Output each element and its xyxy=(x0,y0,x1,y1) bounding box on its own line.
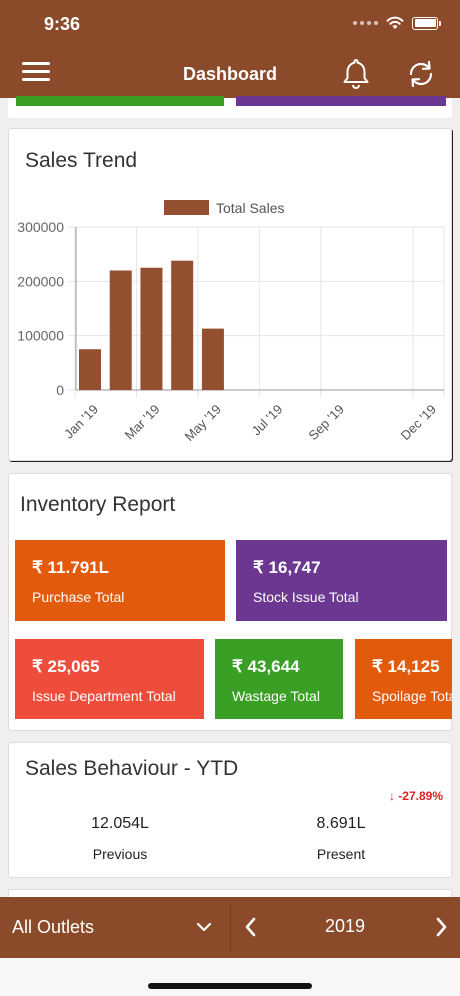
year-label: 2019 xyxy=(324,916,366,936)
x-tick-label: Dec '19 xyxy=(398,402,439,443)
outlet-label: All Outlets xyxy=(12,917,95,937)
y-tick-label: 200000 xyxy=(17,273,64,289)
legend-label: Total Sales xyxy=(216,200,284,216)
y-tick-label: 300000 xyxy=(17,219,64,235)
bottom-filter-bar: All Outlets 2019 xyxy=(0,897,460,958)
sales-behaviour-card: Sales Behaviour - YTD ↓ -27.89% 12.054L … xyxy=(8,742,452,878)
tile-value: ₹ 16,747 xyxy=(253,558,321,577)
purchase-total-tile[interactable]: ₹ 11.791L Purchase Total xyxy=(15,540,225,621)
inventory-title: Inventory Report xyxy=(20,493,176,516)
refresh-button[interactable] xyxy=(403,56,439,92)
tile-label: Purchase Total xyxy=(32,589,125,605)
x-tick-label: Jul '19 xyxy=(249,402,286,439)
bar[interactable] xyxy=(79,349,101,390)
x-tick-label: Sep '19 xyxy=(305,402,346,443)
sales-trend-title: Sales Trend xyxy=(25,149,138,172)
change-percentage: ↓ -27.89% xyxy=(388,789,443,803)
home-indicator-area xyxy=(0,958,460,996)
previous-value: 12.054L xyxy=(91,815,149,832)
chevron-left-icon xyxy=(245,917,256,937)
legend-swatch xyxy=(164,200,209,215)
next-year-button[interactable] xyxy=(430,915,452,939)
tile-value: ₹ 14,125 xyxy=(372,657,440,676)
present-label: Present xyxy=(316,846,366,862)
issue-department-total-tile[interactable]: ₹ 25,065 Issue Department Total xyxy=(15,639,204,719)
bar[interactable] xyxy=(140,267,163,390)
bar[interactable] xyxy=(171,260,194,390)
wastage-total-tile[interactable]: ₹ 43,644 Wastage Total xyxy=(215,639,343,719)
divider xyxy=(230,905,231,951)
x-tick-label: Mar '19 xyxy=(122,402,163,443)
tile-label: Stock Issue Total xyxy=(253,589,359,605)
previous-tile-green[interactable] xyxy=(16,96,224,106)
tile-value: ₹ 11.791L xyxy=(32,558,109,577)
sales-trend-card: Sales Trend 0 100000 200000 300000 Jan '19 M… xyxy=(8,128,452,461)
y-tick-label: 100000 xyxy=(17,328,64,344)
home-indicator[interactable] xyxy=(148,983,312,989)
y-tick-label: 0 xyxy=(56,382,64,398)
stock-issue-total-tile[interactable]: ₹ 16,747 Stock Issue Total xyxy=(236,540,447,621)
arrow-down-icon: ↓ xyxy=(388,789,395,803)
x-tick-label: May '19 xyxy=(182,402,225,445)
sales-trend-chart: 0 100000 200000 300000 Jan '19 Mar '19 May '1… xyxy=(17,200,445,445)
menu-button[interactable] xyxy=(22,62,50,84)
notification-button[interactable] xyxy=(338,56,374,92)
wifi-icon xyxy=(386,16,404,29)
outlet-selector[interactable]: All Outlets xyxy=(0,897,230,958)
bar[interactable] xyxy=(109,270,132,390)
sales-behaviour-title: Sales Behaviour - YTD xyxy=(25,757,239,780)
tile-label: Spoilage Total xyxy=(372,688,452,704)
tile-label: Issue Department Total xyxy=(32,688,176,704)
status-icons xyxy=(353,16,441,30)
refresh-icon xyxy=(409,60,433,88)
chevron-down-icon xyxy=(196,922,212,932)
inventory-card: Inventory Report ₹ 11.791L Purchase Tota… xyxy=(8,473,452,731)
app-header: 9:36 Dashboard xyxy=(0,0,460,98)
present-value: 8.691L xyxy=(316,815,366,832)
page-title: Dashboard xyxy=(182,64,278,84)
battery-icon xyxy=(412,16,441,30)
signal-icon xyxy=(353,21,378,25)
status-time: 9:36 xyxy=(44,14,81,34)
spoilage-total-tile[interactable]: ₹ 14,125 Spoilage Total xyxy=(355,639,452,719)
bell-icon xyxy=(343,59,369,89)
previous-label: Previous xyxy=(92,846,148,862)
tile-label: Wastage Total xyxy=(232,688,320,704)
previous-year-button[interactable] xyxy=(240,915,262,939)
chevron-right-icon xyxy=(436,917,447,937)
tile-value: ₹ 43,644 xyxy=(232,657,300,676)
tile-value: ₹ 25,065 xyxy=(32,657,100,676)
bar[interactable] xyxy=(201,328,224,390)
previous-tile-purple[interactable] xyxy=(236,96,446,106)
x-tick-label: Jan '19 xyxy=(61,402,101,442)
